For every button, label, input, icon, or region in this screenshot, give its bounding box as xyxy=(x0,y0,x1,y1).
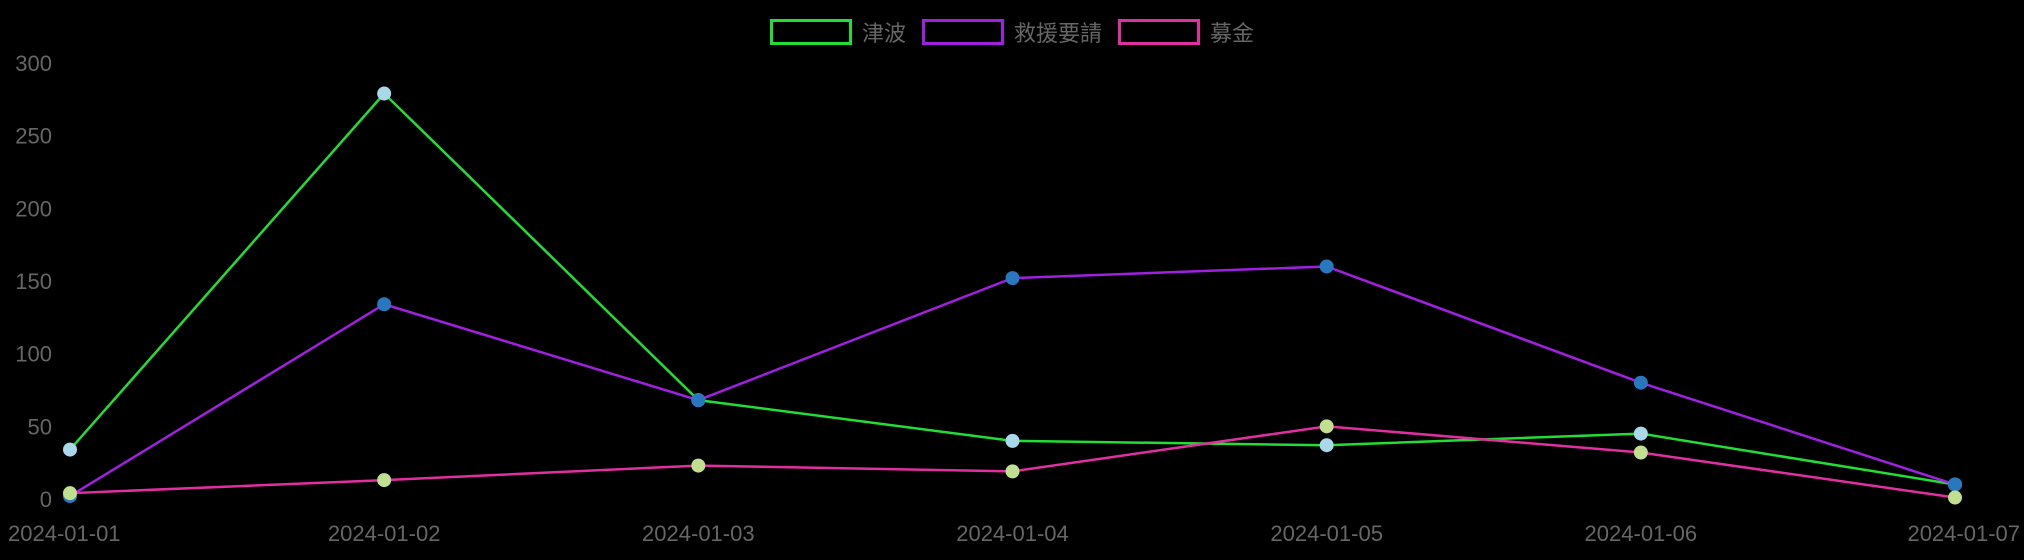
x-tick-label: 2024-01-02 xyxy=(328,521,441,546)
x-axis: 2024-01-01 2024-01-02 2024-01-03 2024-01-04… xyxy=(8,521,2020,546)
x-tick-label: 2024-01-03 xyxy=(642,521,755,546)
data-point[interactable] xyxy=(1319,438,1334,453)
legend-swatch xyxy=(921,19,1004,45)
data-point[interactable] xyxy=(1633,445,1648,460)
y-axis: 0 50 100 150 200 250 300 xyxy=(15,51,52,512)
legend-item[interactable]: 募金 xyxy=(1118,16,1254,48)
legend-swatch xyxy=(769,19,852,45)
data-point[interactable] xyxy=(1005,464,1020,479)
x-tick-label: 2024-01-04 xyxy=(956,521,1069,546)
data-point[interactable] xyxy=(1005,433,1020,448)
y-tick-label: 250 xyxy=(15,124,52,149)
data-point[interactable] xyxy=(691,458,706,473)
data-point[interactable] xyxy=(1948,477,1962,492)
x-tick-label: 2024-01-07 xyxy=(1907,521,2020,546)
data-point[interactable] xyxy=(1319,259,1334,274)
y-tick-label: 300 xyxy=(15,51,52,76)
legend-swatch xyxy=(1118,19,1200,45)
series-line xyxy=(69,265,1956,498)
x-tick-label: 2024-01-05 xyxy=(1270,521,1383,546)
data-point[interactable] xyxy=(377,473,392,488)
legend-label: 募金 xyxy=(1210,22,1255,47)
data-point[interactable] xyxy=(1633,426,1648,441)
data-point[interactable] xyxy=(1633,375,1648,390)
data-point[interactable] xyxy=(1948,490,1962,505)
data-point[interactable] xyxy=(63,486,77,501)
x-tick-label: 2024-01-06 xyxy=(1585,521,1698,546)
data-point[interactable] xyxy=(377,297,392,312)
data-point[interactable] xyxy=(63,442,77,457)
series-points xyxy=(63,86,1962,505)
y-tick-label: 100 xyxy=(15,342,52,367)
chart-legend: 津波 救援要請 募金 xyxy=(0,16,2024,48)
y-tick-label: 150 xyxy=(15,269,52,294)
legend-label: 救援要請 xyxy=(1013,22,1102,47)
y-tick-label: 50 xyxy=(28,414,52,439)
y-tick-label: 200 xyxy=(15,196,52,221)
data-point[interactable] xyxy=(377,86,392,101)
legend-item[interactable]: 津波 xyxy=(769,16,906,48)
series-line xyxy=(69,91,1956,486)
data-point[interactable] xyxy=(691,393,706,408)
legend-label: 津波 xyxy=(861,22,906,47)
x-tick-label: 2024-01-01 xyxy=(8,521,121,546)
data-point[interactable] xyxy=(1319,419,1334,434)
y-tick-label: 0 xyxy=(40,487,52,512)
legend-item[interactable]: 救援要請 xyxy=(921,16,1102,48)
data-point[interactable] xyxy=(1005,271,1020,286)
